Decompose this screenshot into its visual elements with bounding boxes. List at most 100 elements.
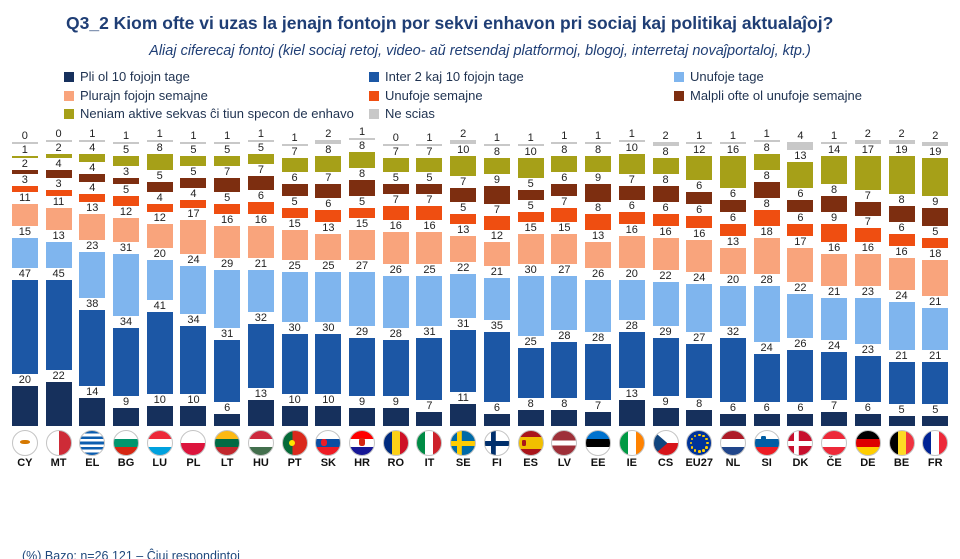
bar-segment [180,220,207,255]
flag-LV-icon [551,430,578,457]
bar-segment [719,156,746,189]
segment-value: 1 [358,126,366,139]
bar-segment [315,156,342,173]
segment-value: 24 [895,290,908,303]
segment-value: 1 [493,132,500,145]
bar-segment [719,142,746,145]
flag-triangle [653,431,668,456]
segment-value: 8 [527,398,534,411]
segment-value: 4 [190,188,197,201]
segment-value: 1 [426,132,433,145]
segment-value: 20 [625,268,638,281]
bar-segment [450,330,477,393]
segment-value: 6 [729,402,737,415]
bar-segment [349,272,376,327]
country-column-LT: 1 5 7 5 16 29 31 6 LT [210,130,244,470]
bar-segment [450,140,477,145]
flag-SI-icon [753,430,780,457]
bar-segment [382,158,409,173]
segment-value: 9 [122,396,130,409]
segment-value: 6 [729,188,737,201]
bar-segment [180,406,207,427]
segment-value: 21 [490,266,504,279]
country-column-DK: 4 13 6 6 17 22 26 6 DK [784,130,818,470]
segment-value: 21 [254,258,268,271]
bar-segment [382,184,409,195]
flag-EE-icon [585,430,612,457]
country-column-FR: 2 19 9 5 18 21 21 5 FR [918,130,952,470]
bar-segment [483,158,510,175]
segment-value: 1 [729,130,737,143]
segment-value: 28 [558,330,571,343]
segment-value: 0 [392,132,399,145]
bar-segment [652,338,679,397]
segment-value: 13 [86,202,99,215]
segment-value: 6 [493,402,500,415]
country-column-CS: 2 8 8 6 16 22 29 9 CS [649,130,683,470]
legend-item: Inter 2 kaj 10 fojojn tage [369,69,674,85]
segment-value: 1 [21,144,28,157]
legend-item: Pli ol 10 fojojn tage [64,69,369,85]
segment-value: 15 [355,218,369,231]
flag-NL-icon [719,430,746,457]
bar-segment [113,218,140,243]
bar-segment [686,344,713,399]
country-code: FR [927,457,943,470]
segment-value: 8 [595,202,602,215]
bar-segment [517,190,544,201]
segment-value: 13 [591,230,605,243]
bar-segment [247,176,274,191]
bar-segment [888,302,915,351]
segment-value: 7 [493,204,500,217]
bar-segment [787,248,814,283]
bar-segment [180,200,207,209]
bar-segment [787,224,814,237]
country-code: CY [17,457,33,470]
eu-star [693,434,697,438]
bar-segment [821,142,848,145]
eu-star [697,433,701,437]
bar-segment [888,206,915,223]
eu-star [704,437,708,441]
segment-value: 7 [426,146,433,159]
segment-value: 4 [797,130,804,143]
segment-value: 30 [288,322,301,335]
segment-value: 16 [693,228,706,241]
segment-value: 8 [595,144,602,157]
legend-item: Unufoje semajne [369,88,674,104]
eu-star [690,437,694,441]
segment-value: 7 [864,190,871,203]
bar-segment [854,414,881,427]
legend-swatch [369,90,379,101]
segment-value: 24 [760,342,773,355]
bar-segment [551,156,578,173]
country-column-FI: 1 8 9 7 12 21 35 6 FI [480,132,514,470]
segment-value: 2 [21,158,28,171]
segment-value: 6 [696,180,703,193]
segment-value: 6 [763,402,770,415]
segment-value: 5 [392,172,399,185]
bar-segment [686,156,713,181]
country-column-BE: 2 19 8 6 16 24 21 5 BE [885,128,919,470]
page-title: Q3_2 Kiom ofte vi uzas la jenajn fontojn… [66,13,834,33]
segment-value: 7 [392,146,399,159]
country-column-RO: 0 7 5 7 16 26 28 9 RO [379,132,413,470]
bar-segment [922,158,949,197]
bar-segment [281,184,308,197]
segment-value: 0 [55,128,62,141]
bar-segment [585,280,612,333]
bar-segment [652,282,679,327]
bar-segment [922,308,949,351]
bar-segment [146,312,173,395]
bar-segment [888,362,915,405]
country-column-MT: 0 2 4 3 11 13 45 22 MT [42,128,76,470]
bar-segment [382,408,409,427]
segment-value: 26 [794,338,807,351]
segment-value: 5 [257,142,264,155]
bar-segment [888,416,915,427]
bar-segment [45,154,72,159]
bar-segment [618,140,645,143]
segment-value: 7 [864,216,871,229]
segment-value: 4 [89,162,96,175]
country-code: PL [186,457,201,470]
